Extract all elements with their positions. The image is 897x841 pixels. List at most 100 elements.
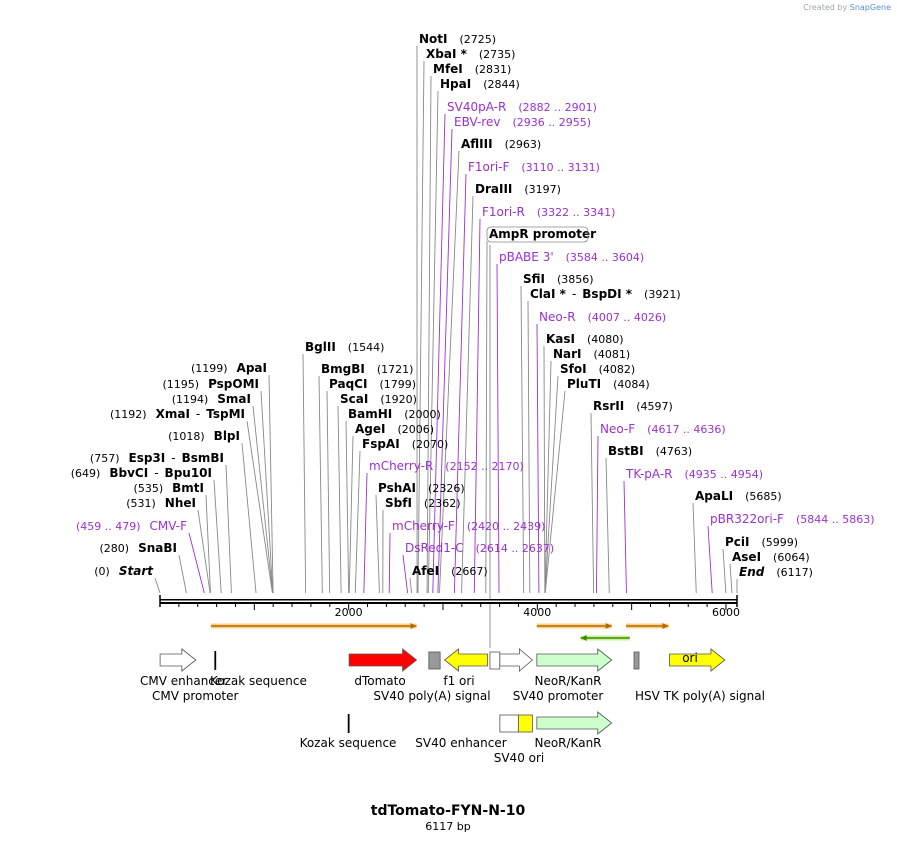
- svg-text:NarI(4081): NarI (4081): [553, 347, 630, 361]
- site-pcii: PciI (5999): [725, 535, 798, 549]
- site-hpai: HpaI (2844): [440, 77, 520, 91]
- site-name: Neo-F: [600, 422, 635, 436]
- svg-text:RsrII(4597): RsrII (4597): [593, 399, 673, 413]
- site-pos: (2667): [451, 565, 488, 578]
- site-pos: (3856): [557, 273, 594, 286]
- site-pos: (2963): [505, 138, 542, 151]
- leader-afliii: [439, 150, 460, 594]
- site-name: SfiI: [523, 272, 545, 286]
- site-name: mCherry-R: [369, 459, 433, 473]
- leader-bmti: [205, 494, 211, 594]
- site-cmv-f: (459 .. 479) CMV-F: [76, 519, 187, 533]
- svg-text:(1194)SmaI: (1194) SmaI: [172, 392, 251, 406]
- site-pshai: PshAI (2326): [378, 481, 465, 495]
- svg-text:DraIII(3197): DraIII (3197): [475, 182, 561, 196]
- leader-smai: [252, 405, 274, 594]
- site-name: AflIII: [461, 137, 493, 151]
- svg-text:(1018)BlpI: (1018) BlpI: [168, 429, 240, 443]
- feature-f1-ori: f1 ori: [443, 648, 488, 688]
- leader-nari: [544, 360, 552, 594]
- feature-label: NeoR/KanR: [534, 736, 601, 750]
- svg-text:(1195)PspOMI: (1195) PspOMI: [162, 377, 259, 391]
- site-xbai: XbaI * (2735): [426, 47, 515, 61]
- svg-text:AmpR promoter: AmpR promoter: [489, 227, 596, 241]
- feature-cmv-promoter: CMV promoter: [152, 689, 239, 703]
- svg-text:SfoI(4082): SfoI (4082): [560, 362, 635, 376]
- svg-text:PluTI(4084): PluTI (4084): [567, 377, 650, 391]
- leader-ebv-rev: [437, 128, 453, 594]
- leader-f1ori-r: [473, 218, 481, 594]
- site-f1ori-f: F1ori-F (3110 .. 3131): [468, 160, 600, 174]
- site-pos: (2844): [483, 78, 520, 91]
- leader-kasi: [543, 345, 546, 594]
- site-name2: Bpu10I: [165, 466, 212, 480]
- feature-label: CMV promoter: [152, 689, 239, 703]
- site-pluti: PluTI (4084): [567, 377, 650, 391]
- site-pos: (6064): [773, 551, 810, 564]
- site-pos: (1194): [172, 393, 209, 406]
- leader-xmai: [246, 420, 273, 594]
- orf-2: [580, 635, 630, 641]
- site-nari: NarI (4081): [553, 347, 630, 361]
- site-blpi: (1018) BlpI: [168, 429, 240, 443]
- svg-text:pBR322ori-F(5844 .. 5863): pBR322ori-F (5844 .. 5863): [710, 512, 875, 526]
- site-tk-pa-r: TK-pA-R (4935 .. 4954): [625, 467, 763, 481]
- site-neo-f: Neo-F (4617 .. 4636): [600, 422, 726, 436]
- site-afliii: AflIII (2963): [461, 137, 541, 151]
- site-pspomi: (1195) PspOMI: [162, 377, 259, 391]
- site-name: SbfI: [385, 496, 412, 510]
- site-pos: (1799): [379, 378, 416, 391]
- svg-text:PciI(5999): PciI (5999): [725, 535, 798, 549]
- svg-text:End(6117): End (6117): [739, 565, 813, 579]
- site-snabi: (280) SnaBI: [100, 541, 178, 555]
- site-name: ScaI: [340, 392, 368, 406]
- site-ampr-promoter: AmpR promoter: [486, 226, 596, 243]
- site-mfei: MfeI (2831): [433, 62, 511, 76]
- site-start: (0) Start: [94, 564, 154, 578]
- svg-text:AgeI(2006): AgeI (2006): [355, 422, 434, 436]
- feature-kozak-sequence: Kozak sequence: [210, 651, 307, 688]
- svg-text:AflIII(2963): AflIII (2963): [461, 137, 541, 151]
- leader-neo-r: [536, 323, 540, 594]
- site-name: Start: [119, 564, 154, 578]
- leader-bstbi: [605, 457, 610, 594]
- orf-0: [210, 623, 417, 629]
- site-pos: (2362): [424, 497, 461, 510]
- svg-text:SbfI(2362): SbfI (2362): [385, 496, 461, 510]
- site-pos: (1018): [168, 430, 205, 443]
- site-name: TK-pA-R: [625, 467, 673, 481]
- site-asei: AseI (6064): [732, 550, 810, 564]
- site-pos: (2152 .. 2170): [445, 460, 524, 473]
- site-name: SnaBI: [138, 541, 177, 555]
- leader-mcherry-f: [388, 532, 391, 594]
- leader-snabi: [178, 554, 187, 594]
- site-name: AmpR promoter: [489, 227, 596, 241]
- site-labels: (1199) ApaI (1195) PspOMI (1194) SmaI (1192) Xm…: [71, 32, 875, 579]
- site-mcherry-f: mCherry-F (2420 .. 2439): [392, 519, 545, 533]
- site-name: Esp3I: [129, 451, 166, 465]
- leader-pcii: [722, 548, 727, 594]
- svg-text:F1ori-F(3110 .. 3131): F1ori-F (3110 .. 3131): [468, 160, 600, 174]
- site-bbvci: (649) BbvCI - Bpu10I: [71, 466, 212, 480]
- site-end: End (6117): [739, 565, 813, 579]
- site-name: PshAI: [378, 481, 416, 495]
- feature-sv40-poly-a-signal: SV40 poly(A) signal: [373, 651, 491, 703]
- site-mcherry-r: mCherry-R (2152 .. 2170): [369, 459, 524, 473]
- site-agei: AgeI (2006): [355, 422, 434, 436]
- site-smai: (1194) SmaI: [172, 392, 251, 406]
- site-pos: (2420 .. 2439): [467, 520, 546, 533]
- svg-text:FspAI(2070): FspAI (2070): [362, 437, 448, 451]
- leader-mcherry-r: [363, 472, 368, 594]
- watermark: Created by SnapGene: [803, 3, 891, 12]
- site-bmgbi: BmgBI (1721): [321, 362, 413, 376]
- feature-label: NeoR/KanR: [534, 674, 601, 688]
- site-pos: (2831): [475, 63, 512, 76]
- feature-label: f1 ori: [443, 674, 474, 688]
- site-kasi: KasI (4080): [546, 332, 624, 346]
- site-name: Neo-R: [539, 310, 576, 324]
- site-pos: (2614 .. 2637): [476, 542, 555, 555]
- leader-rsrii: [590, 412, 595, 594]
- site-name: F1ori-F: [468, 160, 509, 174]
- site-pos: (4084): [613, 378, 650, 391]
